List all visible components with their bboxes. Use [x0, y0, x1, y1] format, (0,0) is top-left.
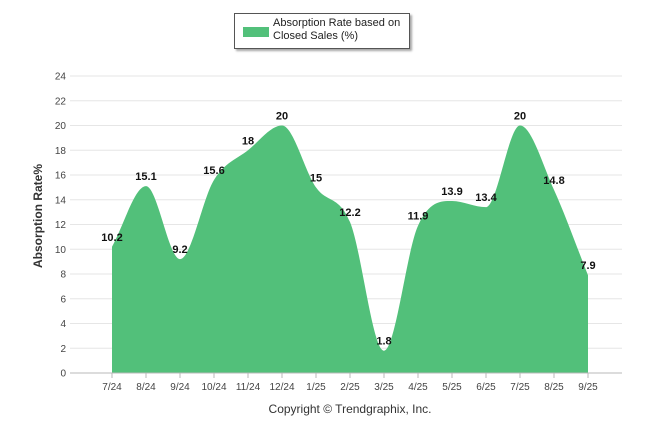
x-tick-label: 8/25: [544, 382, 564, 393]
data-label: 15.6: [203, 165, 224, 177]
y-tick-label: 0: [60, 369, 66, 380]
x-tick-label: 2/25: [340, 382, 360, 393]
data-label: 18: [242, 135, 254, 147]
x-axis: [70, 372, 622, 378]
legend-label: Absorption Rate based on Closed Sales (%…: [273, 17, 401, 42]
y-tick-label: 22: [55, 96, 67, 107]
y-tick-label: 6: [60, 294, 66, 305]
x-tick-label: 7/24: [102, 382, 122, 393]
data-point[interactable]: [244, 146, 252, 154]
y-tick-label: 2: [60, 344, 66, 355]
data-point[interactable]: [176, 255, 184, 263]
data-point[interactable]: [550, 186, 558, 194]
x-tick-label: 1/25: [306, 382, 326, 393]
data-point[interactable]: [210, 176, 218, 184]
y-tick-label: 24: [55, 72, 67, 83]
y-tick-label: 4: [60, 319, 66, 330]
x-tick-label: 6/25: [476, 382, 496, 393]
x-tick-label: 3/25: [374, 382, 394, 393]
y-tick-label: 18: [55, 146, 67, 157]
legend-swatch-icon: [243, 27, 269, 37]
y-tick-label: 8: [60, 270, 66, 281]
data-label: 15.1: [135, 171, 156, 183]
data-point[interactable]: [584, 271, 592, 279]
x-tick-label: 11/24: [236, 382, 261, 393]
data-label: 20: [276, 111, 288, 123]
data-label: 13.9: [441, 186, 462, 198]
series-area: [112, 125, 588, 373]
data-point[interactable]: [108, 243, 116, 251]
x-tick-label: 12/24: [269, 382, 294, 393]
y-tick-label: 14: [55, 195, 67, 206]
data-label: 1.8: [376, 336, 391, 348]
data-label: 13.4: [475, 192, 497, 204]
legend[interactable]: Absorption Rate based on Closed Sales (%…: [234, 13, 410, 49]
data-label: 11.9: [408, 211, 429, 223]
x-tick-label: 9/24: [170, 382, 190, 393]
x-tick-label: 4/25: [408, 382, 428, 393]
data-label: 10.2: [101, 232, 122, 244]
x-tick-label: 5/25: [442, 382, 462, 393]
data-label: 9.2: [172, 244, 187, 256]
x-tick-label: 9/25: [578, 382, 598, 393]
data-label: 20: [514, 111, 526, 123]
data-label: 15: [310, 172, 322, 184]
data-point[interactable]: [516, 122, 524, 130]
data-point[interactable]: [380, 347, 388, 355]
data-point[interactable]: [346, 218, 354, 226]
data-point[interactable]: [448, 197, 456, 205]
x-tick-label: 7/25: [510, 382, 530, 393]
x-tick-label: 8/24: [136, 382, 156, 393]
y-tick-label: 20: [55, 121, 67, 132]
data-labels: 10.2 15.1 9.2 15.6 18 20 15 12.2 1.8 11.9 13.9 13.4…: [101, 111, 595, 348]
data-label: 12.2: [339, 207, 360, 219]
copyright-footer: Copyright © Trendgraphix, Inc.: [268, 402, 432, 416]
data-point[interactable]: [312, 183, 320, 191]
x-axis-ticks: 7/24 8/24 9/24 10/24 11/24 12/24 1/25 2/25 3/25 4…: [102, 382, 598, 393]
y-axis-label: Absorption Rate%: [31, 164, 45, 268]
data-point[interactable]: [278, 122, 286, 130]
data-point[interactable]: [414, 222, 422, 230]
data-label: 7.9: [580, 260, 595, 272]
data-label: 14.8: [543, 175, 564, 187]
x-tick-label: 10/24: [201, 382, 226, 393]
data-point[interactable]: [142, 182, 150, 190]
y-tick-label: 12: [55, 220, 67, 231]
y-tick-label: 16: [55, 171, 67, 182]
data-point[interactable]: [482, 203, 490, 211]
y-tick-label: 10: [55, 245, 67, 256]
